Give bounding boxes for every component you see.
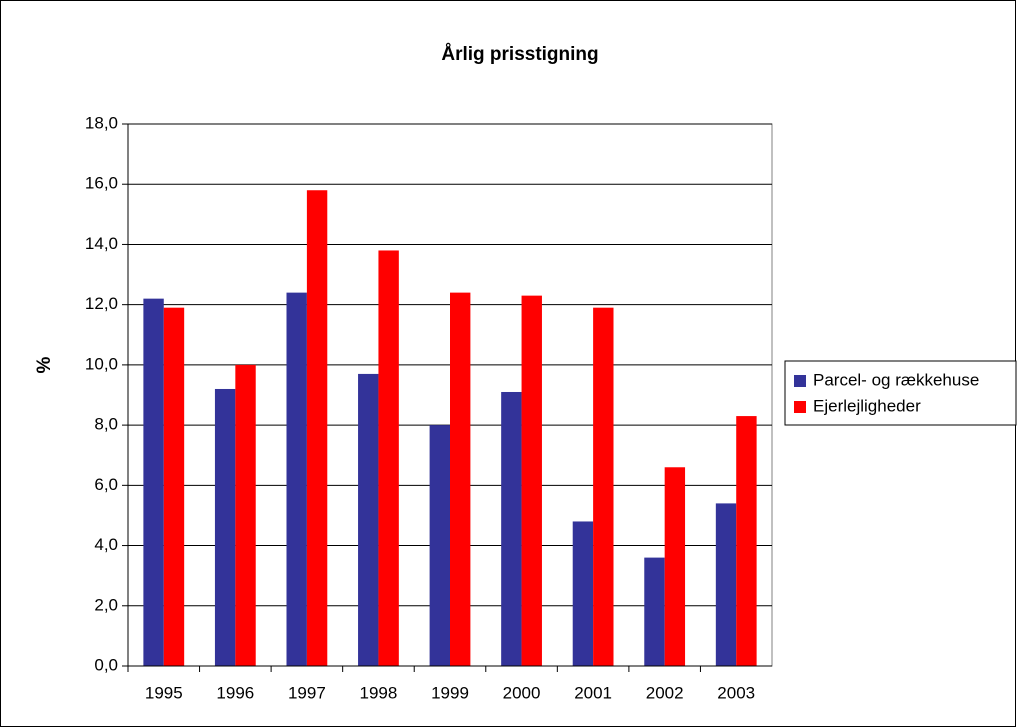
y-tick-label: 4,0 <box>94 535 118 554</box>
y-tick-label: 0,0 <box>94 655 118 674</box>
bar <box>358 373 379 666</box>
y-tick-label: 8,0 <box>94 415 118 434</box>
bar <box>715 503 737 666</box>
legend-label: Parcel- og rækkehuse <box>813 370 979 389</box>
bar <box>429 425 450 666</box>
y-tick-label: 12,0 <box>85 294 118 313</box>
bar <box>235 364 256 666</box>
bar <box>306 190 328 666</box>
y-tick-label: 18,0 <box>85 113 118 132</box>
x-tick-label: 1997 <box>288 683 326 702</box>
bar <box>593 307 614 666</box>
bar <box>143 298 164 666</box>
x-tick-label: 1998 <box>360 683 398 702</box>
bar <box>572 521 594 666</box>
chart-title: Årlig prisstigning <box>441 44 598 65</box>
x-tick-label: 1996 <box>216 683 254 702</box>
y-tick-label: 14,0 <box>85 234 118 253</box>
bar <box>501 391 522 666</box>
bar <box>450 292 471 666</box>
y-axis-label: % <box>34 356 55 373</box>
bar <box>644 557 665 666</box>
bar <box>521 295 542 666</box>
bar <box>214 388 236 666</box>
y-tick-label: 6,0 <box>94 475 118 494</box>
legend-swatch <box>794 375 806 387</box>
legend-label: Ejerlejligheder <box>813 396 921 415</box>
x-tick-label: 2001 <box>574 683 612 702</box>
bar <box>378 250 399 666</box>
bar <box>736 416 757 666</box>
bar <box>664 467 686 666</box>
x-tick-label: 2000 <box>503 683 541 702</box>
x-tick-label: 1999 <box>431 683 469 702</box>
y-tick-label: 10,0 <box>85 354 118 373</box>
bar <box>286 292 307 666</box>
x-tick-label: 2002 <box>646 683 684 702</box>
x-tick-label: 1995 <box>145 683 183 702</box>
legend-box <box>784 360 1017 426</box>
x-tick-label: 2003 <box>717 683 755 702</box>
legend-swatch <box>794 401 806 413</box>
bar <box>163 307 185 666</box>
y-tick-label: 2,0 <box>94 595 118 614</box>
y-tick-label: 16,0 <box>85 174 118 193</box>
